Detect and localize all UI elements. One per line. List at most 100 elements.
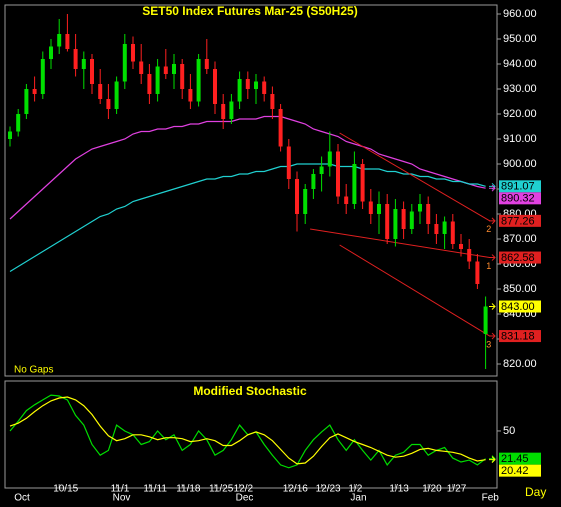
x-month-label: Jan bbox=[350, 493, 366, 504]
y-tick-label: 930.00 bbox=[503, 83, 537, 95]
y-tick-label: 820.00 bbox=[503, 358, 537, 370]
price-panel bbox=[4, 4, 498, 377]
candle-body bbox=[81, 59, 86, 69]
candle-body bbox=[401, 209, 406, 229]
candle-body bbox=[32, 89, 37, 94]
x-tick-label: 11/25 bbox=[209, 484, 234, 495]
candle-body bbox=[254, 81, 258, 89]
value-arrow bbox=[489, 217, 496, 225]
x-tick-label: 1/20 bbox=[422, 484, 442, 495]
series-line bbox=[9, 115, 486, 220]
candle-body bbox=[65, 34, 70, 49]
x-tick-label: 1/2 bbox=[348, 484, 362, 495]
x-month-label: Oct bbox=[14, 493, 30, 504]
candle-body bbox=[368, 201, 373, 214]
series-line bbox=[9, 163, 486, 273]
y-tick-label: 940.00 bbox=[503, 58, 537, 70]
candle-body bbox=[172, 64, 176, 74]
value-box bbox=[499, 192, 541, 205]
candle-body bbox=[213, 69, 217, 104]
y-tick-label: 50 bbox=[503, 425, 515, 437]
candle-body bbox=[377, 204, 381, 214]
trendline bbox=[310, 228, 490, 259]
value-arrow bbox=[489, 303, 496, 310]
candle-body bbox=[90, 59, 94, 84]
candle-body bbox=[319, 166, 324, 174]
candle-body bbox=[344, 196, 349, 204]
trendline bbox=[339, 244, 490, 337]
candle-body bbox=[147, 74, 152, 94]
trendline-label: 3 bbox=[486, 339, 491, 349]
x-unit-label: Day bbox=[525, 485, 546, 499]
candle-body bbox=[327, 151, 332, 167]
x-tick-label: 1/13 bbox=[389, 484, 409, 495]
value-arrow bbox=[489, 184, 496, 192]
value-box bbox=[499, 330, 541, 343]
candle-body bbox=[57, 34, 62, 47]
value-box-label: 891.07 bbox=[501, 181, 535, 193]
y-tick-label: 960.00 bbox=[503, 8, 537, 20]
candle-body bbox=[418, 204, 422, 212]
candle-body bbox=[73, 49, 78, 69]
value-box-label: 20.42 bbox=[501, 465, 529, 477]
candle-body bbox=[237, 79, 242, 102]
candle-body bbox=[393, 209, 398, 239]
candle-body bbox=[188, 89, 193, 102]
candle-body bbox=[385, 204, 390, 239]
candle-body bbox=[106, 99, 111, 109]
value-box bbox=[499, 251, 541, 264]
y-tick-label: 900.00 bbox=[503, 158, 537, 170]
x-month-label: Dec bbox=[236, 493, 254, 504]
candle-body bbox=[483, 306, 488, 334]
value-arrow bbox=[489, 332, 496, 340]
value-box-label: 877.26 bbox=[501, 215, 535, 227]
candle-body bbox=[450, 221, 455, 244]
y-tick-label: 850.00 bbox=[503, 283, 537, 295]
candle-body bbox=[40, 59, 45, 94]
value-arrow bbox=[489, 456, 496, 464]
stochastic-panel bbox=[4, 380, 498, 489]
candle-body bbox=[434, 224, 439, 234]
x-tick-label: 11/1 bbox=[111, 484, 130, 495]
candle-body bbox=[114, 81, 119, 109]
candle-body bbox=[295, 179, 299, 214]
series-line bbox=[9, 396, 486, 465]
candle-body bbox=[336, 151, 340, 197]
trendline-label: 2 bbox=[486, 224, 491, 234]
candle-body bbox=[459, 244, 463, 249]
candle-body bbox=[24, 89, 29, 114]
stochastic-title: Modified Stochastic bbox=[193, 384, 307, 398]
trendline bbox=[339, 132, 490, 222]
candle-body bbox=[229, 101, 234, 119]
y-tick-label: 950.00 bbox=[503, 33, 537, 45]
candle-body bbox=[16, 114, 21, 132]
candle-body bbox=[180, 64, 185, 89]
value-arrow bbox=[489, 254, 496, 261]
candle-body bbox=[278, 109, 283, 147]
x-tick-label: 12/2 bbox=[234, 484, 254, 495]
x-tick-label: 1/27 bbox=[447, 484, 467, 495]
x-month-label: Nov bbox=[113, 493, 131, 504]
candle-body bbox=[286, 146, 291, 179]
candle-body bbox=[8, 131, 12, 139]
candle-body bbox=[98, 84, 103, 99]
candle-body bbox=[311, 174, 316, 189]
candle-body bbox=[262, 81, 267, 94]
candle-body bbox=[122, 44, 127, 82]
x-tick-label: 10/15 bbox=[53, 484, 78, 495]
value-box bbox=[499, 214, 541, 227]
value-box-label: 831.18 bbox=[501, 330, 535, 342]
y-tick-label: 910.00 bbox=[503, 133, 537, 145]
candle-body bbox=[49, 46, 53, 59]
value-box bbox=[499, 464, 541, 477]
candle-body bbox=[360, 164, 365, 202]
candle-body bbox=[155, 66, 160, 94]
x-tick-label: 11/11 bbox=[143, 484, 167, 495]
trendline-label: 1 bbox=[486, 261, 491, 271]
y-tick-label: 870.00 bbox=[503, 233, 537, 245]
value-box-label: 890.32 bbox=[501, 193, 535, 205]
annotation: No Gaps bbox=[14, 365, 53, 376]
candle-body bbox=[245, 79, 250, 89]
